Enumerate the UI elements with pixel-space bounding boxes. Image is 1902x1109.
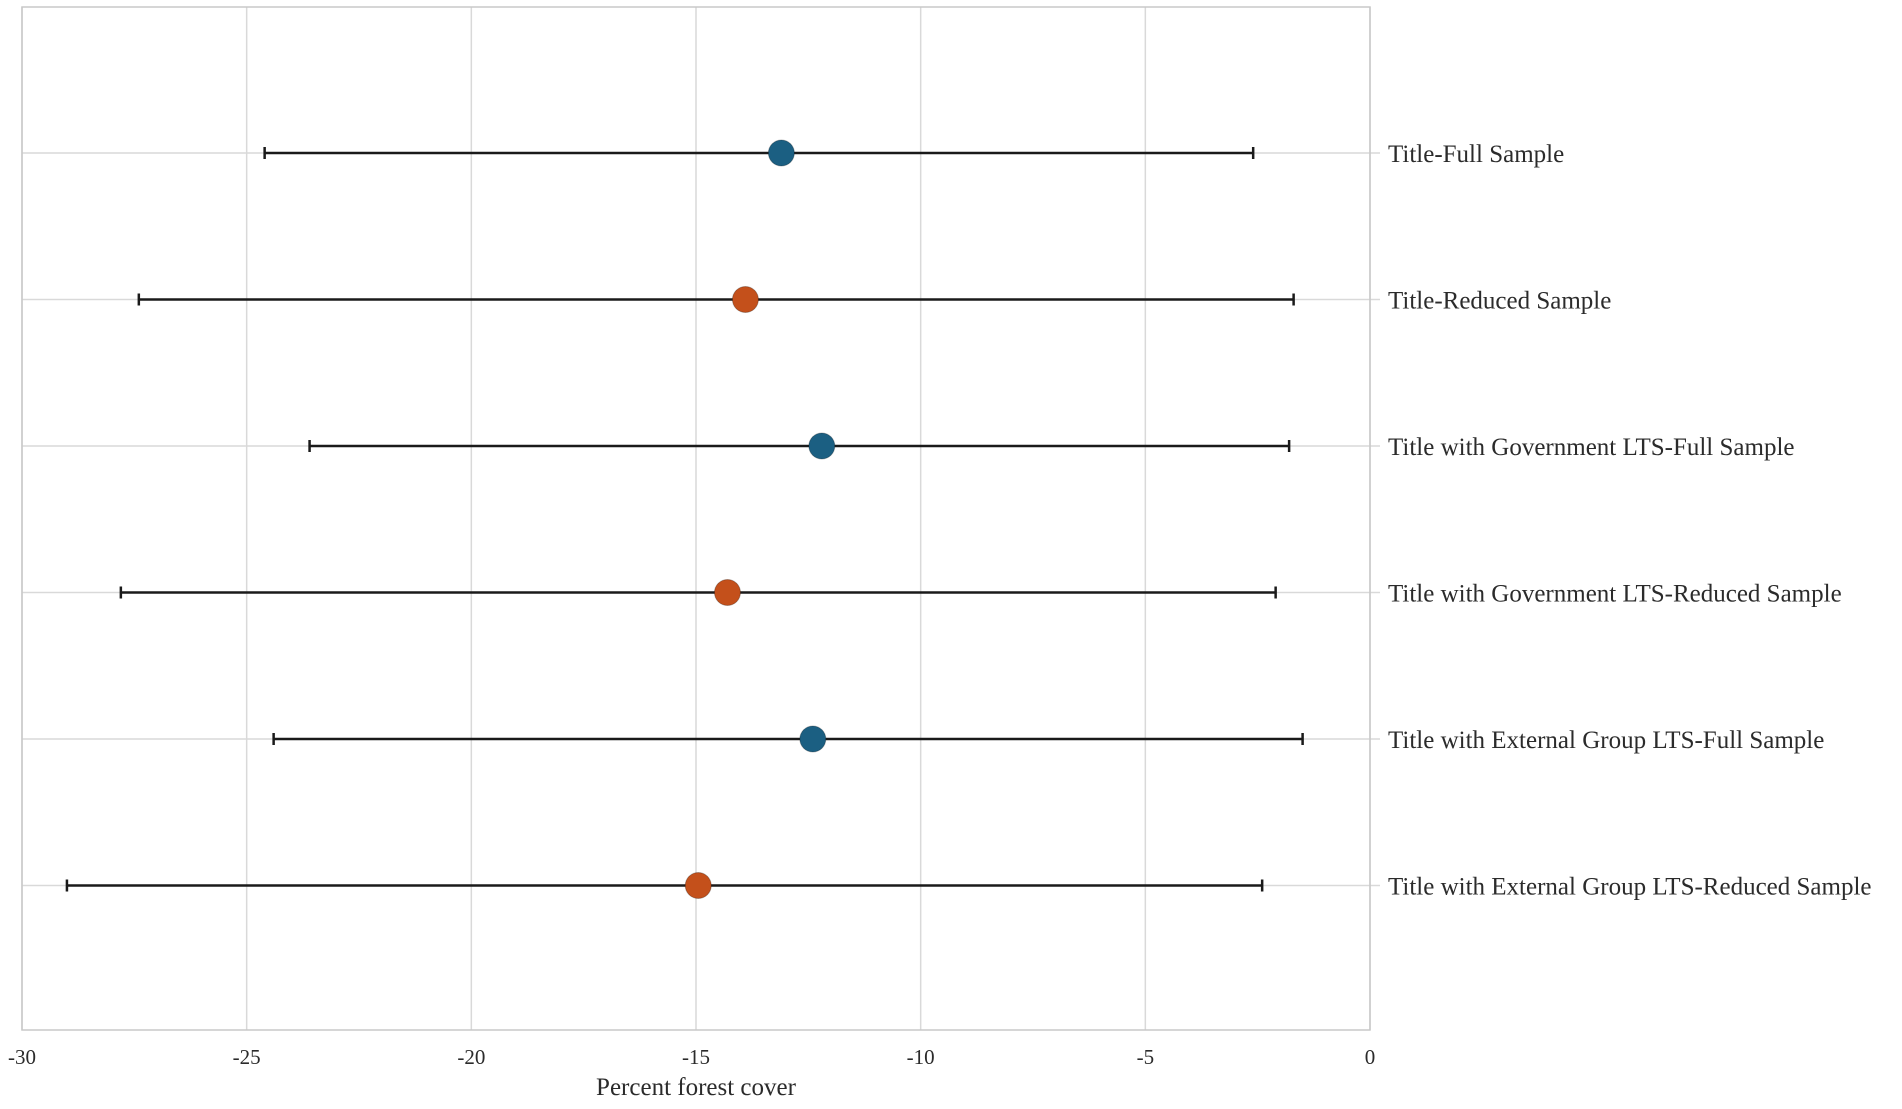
x-tick-label: -5: [1137, 1045, 1155, 1069]
coefficient-row: Title with External Group LTS-Full Sampl…: [22, 725, 1824, 754]
x-tick-labels: -30 -25 -20 -15 -10 -5 0: [8, 1045, 1375, 1069]
row-label: Title with External Group LTS-Full Sampl…: [1388, 727, 1824, 754]
coefficient-row: Title-Reduced Sample: [22, 286, 1611, 315]
row-layer: Title-Full Sample Title-Reduced Sample Tit…: [22, 139, 1872, 901]
row-label: Title with External Group LTS-Reduced Sa…: [1388, 874, 1872, 901]
x-tick-label: -10: [907, 1045, 935, 1069]
point-estimate-marker: [767, 139, 795, 167]
coefficient-row: Title-Full Sample: [22, 139, 1564, 168]
x-axis-title: Percent forest cover: [596, 1074, 797, 1101]
point-estimate-marker: [684, 872, 712, 899]
point-estimate-marker: [731, 286, 759, 313]
row-label: Title with Government LTS-Reduced Sample: [1388, 581, 1842, 608]
coefficient-row: Title with Government LTS-Reduced Sample: [22, 579, 1842, 608]
plot-frame: [21, 6, 1371, 1031]
row-label: Title-Full Sample: [1388, 141, 1564, 168]
row-label: Title with Government LTS-Full Sample: [1388, 434, 1795, 461]
coefficient-row: Title with Government LTS-Full Sample: [22, 432, 1795, 461]
x-tick-label: -15: [682, 1045, 710, 1069]
coefficient-row: Title with External Group LTS-Reduced Sa…: [22, 872, 1872, 901]
point-estimate-marker: [713, 579, 741, 606]
point-estimate-marker: [808, 432, 836, 460]
row-label: Title-Reduced Sample: [1388, 288, 1611, 315]
x-tick-label: -30: [8, 1045, 36, 1069]
x-tick-label: -20: [457, 1045, 485, 1069]
x-tick-label: 0: [1365, 1045, 1376, 1069]
point-estimate-marker: [799, 725, 827, 753]
x-tick-label: -25: [233, 1045, 261, 1069]
